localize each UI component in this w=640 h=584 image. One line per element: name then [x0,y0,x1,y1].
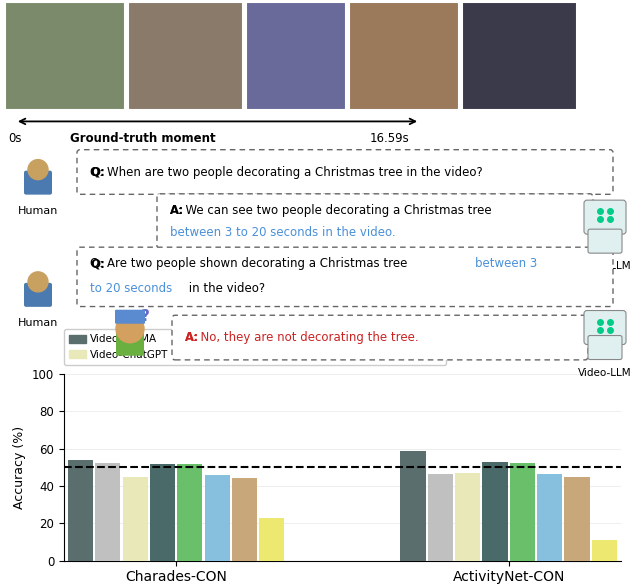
FancyBboxPatch shape [116,330,144,356]
Text: Video-LLM: Video-LLM [578,261,632,271]
FancyBboxPatch shape [128,2,243,110]
FancyBboxPatch shape [157,194,593,249]
Text: between 3: between 3 [475,257,537,270]
Text: Human: Human [18,318,58,328]
Text: Human: Human [18,206,58,215]
Bar [205,475,230,561]
FancyBboxPatch shape [246,2,346,110]
Bar [510,463,535,561]
FancyBboxPatch shape [588,229,622,253]
Bar [428,474,453,561]
Bar [564,478,589,561]
Bar [122,477,148,561]
Text: Q: Are two people shown decorating a Christmas tree: Q: Are two people shown decorating a Chr… [90,257,411,270]
Legend: Video-LLaMA, Video-ChatGPT, Video-LLaMA2, VTimeLLM, Video-LLaVA, Video-Chat2, Ti: Video-LLaMA, Video-ChatGPT, Video-LLaMA2… [63,329,446,365]
Bar [232,478,257,561]
FancyBboxPatch shape [584,311,626,345]
FancyBboxPatch shape [462,2,577,110]
FancyBboxPatch shape [349,2,459,110]
Bar [68,460,93,561]
FancyBboxPatch shape [584,200,626,234]
Circle shape [28,272,48,292]
FancyBboxPatch shape [77,247,613,307]
Bar [95,463,120,561]
FancyBboxPatch shape [5,2,125,110]
Bar [401,451,426,561]
FancyBboxPatch shape [24,283,52,307]
Text: A: No, they are not decorating the tree.: A: No, they are not decorating the tree. [185,331,419,344]
Text: Video-LLM: Video-LLM [578,367,632,377]
FancyBboxPatch shape [588,336,622,360]
Bar [259,517,284,561]
Text: in the video?: in the video? [185,282,265,295]
Text: Q:: Q: [90,257,105,270]
Text: Q: When are two people decorating a Christmas tree in the video?: Q: When are two people decorating a Chri… [90,165,483,179]
Bar [177,464,202,561]
Text: to 20 seconds: to 20 seconds [90,282,172,295]
Text: 0s: 0s [8,131,22,145]
Text: A: We can see two people decorating a Christmas tree: A: We can see two people decorating a Ch… [170,204,495,217]
Bar [537,474,563,561]
Bar [592,540,617,561]
Bar [455,473,480,561]
FancyBboxPatch shape [77,150,613,194]
FancyBboxPatch shape [172,315,588,360]
Bar [483,461,508,561]
Circle shape [28,159,48,180]
Text: 16.59s: 16.59s [370,131,410,145]
Text: A:: A: [170,204,184,217]
Text: ?: ? [141,309,149,324]
Y-axis label: Accuracy (%): Accuracy (%) [13,426,26,509]
Text: Ground-truth moment: Ground-truth moment [70,131,216,145]
Text: between 3 to 20 seconds in the video.: between 3 to 20 seconds in the video. [170,226,396,239]
Text: A:: A: [185,331,199,344]
Text: Q:: Q: [90,165,105,179]
Circle shape [116,315,144,343]
FancyBboxPatch shape [24,171,52,194]
FancyBboxPatch shape [115,310,145,324]
Bar [150,464,175,561]
